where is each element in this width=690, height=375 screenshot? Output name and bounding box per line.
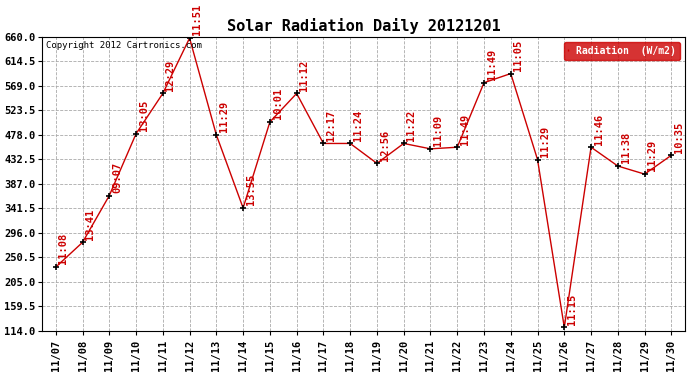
Text: 11:08: 11:08 [59,233,68,264]
Text: 13:55: 13:55 [246,174,256,205]
Text: 12:29: 12:29 [166,60,175,91]
Text: 11:09: 11:09 [433,115,443,146]
Text: 11:49: 11:49 [460,113,470,144]
Text: 10:01: 10:01 [273,88,282,119]
Text: 11:22: 11:22 [406,110,416,141]
Legend: Radiation  (W/m2): Radiation (W/m2) [564,42,680,60]
Text: 12:17: 12:17 [326,110,336,141]
Text: 10:35: 10:35 [674,122,684,153]
Text: 11:29: 11:29 [647,140,658,171]
Text: 09:07: 09:07 [112,162,122,193]
Text: 11:15: 11:15 [567,293,577,325]
Text: 11:12: 11:12 [299,60,309,91]
Text: 11:49: 11:49 [486,49,497,80]
Text: 11:29: 11:29 [219,101,229,132]
Text: 12:56: 12:56 [380,129,390,160]
Text: 11:24: 11:24 [353,110,363,141]
Text: 11:38: 11:38 [620,132,631,164]
Text: Copyright 2012 Cartronics.com: Copyright 2012 Cartronics.com [46,41,201,50]
Text: 13:41: 13:41 [85,209,95,240]
Text: 11:29: 11:29 [540,126,550,157]
Text: 11:46: 11:46 [593,113,604,144]
Text: 11:51: 11:51 [193,4,202,35]
Text: 11:05: 11:05 [513,40,524,71]
Text: 13:05: 13:05 [139,100,149,131]
Title: Solar Radiation Daily 20121201: Solar Radiation Daily 20121201 [227,18,500,34]
